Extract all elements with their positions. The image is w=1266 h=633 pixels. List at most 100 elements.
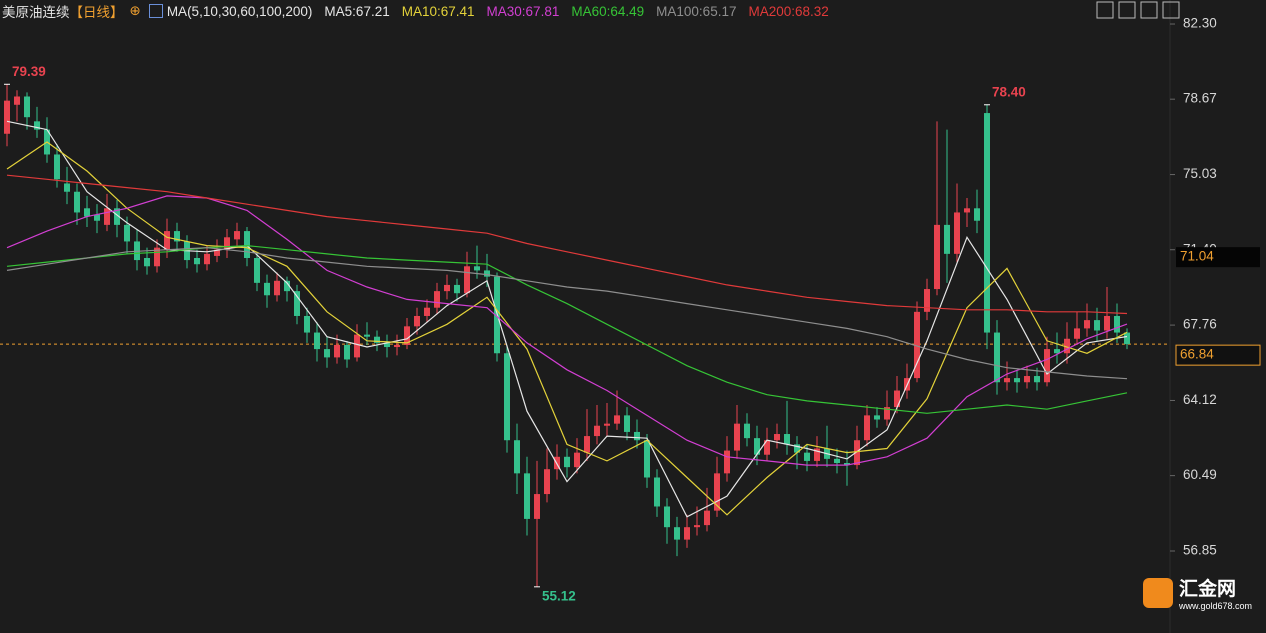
candle-body <box>984 113 990 333</box>
candle-body <box>434 291 440 308</box>
candle-body <box>314 332 320 350</box>
indicator-icon[interactable] <box>148 4 163 18</box>
candle-body <box>794 444 800 453</box>
candle-body <box>774 434 780 441</box>
candle-body <box>854 440 860 466</box>
candle-body <box>754 438 760 455</box>
y-tick-label: 67.76 <box>1183 317 1217 332</box>
candle-body <box>474 266 480 271</box>
candle-body <box>544 469 550 495</box>
candle-body <box>304 315 310 333</box>
tool-icon[interactable] <box>1162 1 1180 19</box>
candle-body <box>1074 328 1080 339</box>
candle-body <box>804 452 810 461</box>
annotation: 55.12 <box>542 588 576 603</box>
tool-icon[interactable] <box>1118 1 1136 19</box>
candle-body <box>114 208 120 225</box>
candle-body <box>704 510 710 526</box>
ma-legend: MA30:67.81 <box>486 3 560 19</box>
candle-body <box>944 224 950 254</box>
candle-body <box>54 154 60 180</box>
candle-body <box>1094 320 1100 331</box>
title: 美原油连续 <box>2 5 70 20</box>
logo-name: 汇金网 <box>1178 579 1236 600</box>
ma-legend: MA60:64.49 <box>571 3 645 19</box>
candle-body <box>1104 315 1110 331</box>
candle-body <box>724 450 730 474</box>
indicator: MA(5,10,30,60,100,200) <box>166 3 313 19</box>
candle-body <box>294 291 300 316</box>
candle-body <box>284 280 290 292</box>
y-tick-label: 78.67 <box>1183 91 1217 106</box>
candle-body <box>64 183 70 192</box>
candle-body <box>504 353 510 441</box>
candle-body <box>634 431 640 441</box>
candle-body <box>444 284 450 292</box>
candle-body <box>4 100 10 134</box>
candle-body <box>174 231 180 242</box>
cursor-price-label: 71.04 <box>1180 249 1214 264</box>
candle-body <box>104 208 110 225</box>
ma-legend: MA200:68.32 <box>748 3 829 19</box>
ma-line <box>6 141 1128 516</box>
candle-body <box>844 462 850 466</box>
candle-body <box>1084 320 1090 329</box>
candle-body <box>244 231 250 259</box>
candle-body <box>454 284 460 294</box>
tool-icon[interactable] <box>1140 1 1158 19</box>
candle-body <box>224 237 230 250</box>
logo-url: www.gold678.com <box>1178 601 1252 611</box>
candle-body <box>814 448 820 461</box>
candle-body <box>674 527 680 540</box>
tool-icon[interactable] <box>1096 1 1114 19</box>
candle-body <box>404 326 410 345</box>
candle-body <box>594 425 600 437</box>
period[interactable]: 【日线】 <box>69 5 124 20</box>
candle-body <box>534 494 540 519</box>
settings-icon[interactable]: ⊕ <box>129 3 141 18</box>
candle-body <box>14 96 20 105</box>
candle-body <box>24 96 30 118</box>
candle-body <box>74 191 80 213</box>
candle-body <box>394 344 400 348</box>
toolbar[interactable] <box>1096 1 1180 19</box>
candle-body <box>514 440 520 474</box>
candle-body <box>1024 376 1030 383</box>
ma-line <box>6 247 1128 380</box>
candle-body <box>964 208 970 213</box>
candle-body <box>714 473 720 511</box>
ma-line <box>6 120 1128 518</box>
candle-body <box>624 415 630 432</box>
y-tick-label: 75.03 <box>1183 166 1217 181</box>
candle-body <box>604 423 610 426</box>
candle-body <box>1124 332 1130 345</box>
candle-body <box>484 270 490 277</box>
candle-body <box>894 390 900 408</box>
candle-body <box>584 436 590 453</box>
candle-body <box>574 452 580 468</box>
last-price-label: 66.84 <box>1180 347 1214 362</box>
candle-body <box>94 214 100 221</box>
candle-body <box>664 506 670 528</box>
candle-body <box>994 332 1000 383</box>
y-tick-label: 82.30 <box>1183 16 1217 31</box>
candle-body <box>734 423 740 451</box>
candle-body <box>764 440 770 455</box>
logo-text: 汇金网 www.gold678.com <box>1179 574 1252 611</box>
y-tick-label: 56.85 <box>1183 543 1217 558</box>
annotation: 79.39 <box>12 64 46 79</box>
candle-body <box>334 344 340 358</box>
candle-body <box>364 334 370 337</box>
y-tick-label: 64.12 <box>1183 392 1217 407</box>
candle-body <box>124 224 130 242</box>
candle-body <box>1004 378 1010 383</box>
candle-body <box>464 266 470 294</box>
candle-body <box>144 258 150 267</box>
candle-body <box>34 121 40 130</box>
candle-body <box>234 231 240 240</box>
candle-body <box>214 249 220 256</box>
annotation: 78.40 <box>992 84 1026 99</box>
candle-body <box>204 253 210 265</box>
candle-body <box>1064 338 1070 354</box>
